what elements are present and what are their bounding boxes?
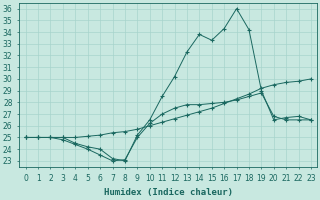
X-axis label: Humidex (Indice chaleur): Humidex (Indice chaleur)	[104, 188, 233, 197]
